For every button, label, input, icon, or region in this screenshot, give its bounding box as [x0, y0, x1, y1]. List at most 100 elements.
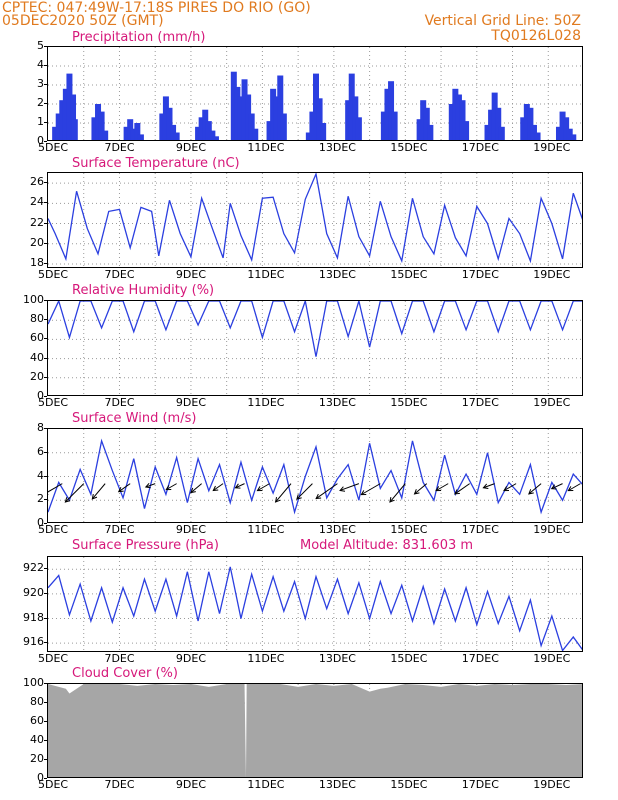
precip-bar — [448, 104, 455, 140]
y-tick-label: 100 — [23, 293, 44, 306]
wind-arrow — [117, 483, 131, 493]
wind-arrow — [435, 483, 449, 492]
wind-arrow — [274, 483, 292, 503]
series-line — [48, 566, 582, 651]
y-tick-mark — [44, 122, 47, 123]
precip-bar — [62, 88, 69, 140]
y-tick-label: 2 — [37, 96, 44, 109]
precip-bar — [91, 117, 98, 140]
precip-bar — [520, 117, 527, 140]
y-tick-label: 60 — [30, 714, 44, 727]
cloud-cover-title: Cloud Cover (%) — [72, 666, 178, 681]
plot-area — [48, 429, 582, 522]
precip-bar — [527, 107, 534, 140]
vertical-grid-note: Vertical Grid Line: 50Z — [424, 13, 581, 29]
y-tick-mark — [44, 376, 47, 378]
precip-bar — [162, 96, 169, 140]
y-tick-mark — [44, 46, 47, 47]
y-tick-mark — [44, 617, 47, 619]
x-tick-label: 5DEC — [38, 141, 69, 154]
wind-arrow — [315, 483, 338, 500]
precip-bar — [495, 107, 502, 140]
wind-arrow — [190, 483, 202, 494]
precip-bar — [459, 100, 466, 140]
precip-bar — [234, 86, 241, 140]
wind-arrow — [550, 483, 563, 490]
y-tick-label: 922 — [23, 561, 44, 575]
precip-bar — [352, 96, 359, 140]
x-tick-label: 11DEC — [247, 268, 285, 281]
y-tick-mark — [44, 396, 47, 397]
x-tick-label: 13DEC — [318, 141, 356, 154]
precip-bar — [452, 88, 459, 140]
y-tick-mark — [44, 721, 47, 722]
precip-bar — [555, 126, 562, 140]
wind-arrow — [339, 483, 360, 492]
precip-bar — [137, 134, 144, 140]
wind-title: Surface Wind (m/s) — [72, 411, 197, 426]
precip-bar — [134, 123, 141, 140]
precip-bar — [266, 121, 273, 140]
precip-bar — [245, 94, 252, 140]
wind-arrow — [528, 483, 542, 495]
x-tick-label: 17DEC — [461, 141, 499, 154]
plot-area — [48, 557, 582, 651]
wind-arrow — [454, 483, 470, 495]
y-tick-mark — [44, 84, 47, 85]
y-tick-label: 920 — [23, 585, 44, 599]
y-tick-mark — [44, 319, 47, 321]
precip-bar — [195, 126, 202, 140]
y-tick-label: 18 — [30, 255, 44, 269]
precip-bar — [202, 109, 209, 140]
x-tick-label: 11DEC — [247, 141, 285, 154]
wind-arrow — [567, 483, 581, 492]
x-tick-label: 9DEC — [175, 396, 207, 409]
y-tick-mark — [44, 338, 47, 340]
y-tick-mark — [44, 451, 47, 453]
precip-bar — [380, 111, 387, 140]
precip-bar — [313, 73, 319, 140]
x-tick-label: 15DEC — [390, 268, 428, 281]
x-tick-label: 9DEC — [175, 778, 207, 791]
precip-bar — [423, 107, 430, 140]
x-tick-label: 19DEC — [533, 396, 571, 409]
x-tick-label: 13DEC — [318, 652, 356, 665]
precip-bar — [280, 113, 287, 140]
y-tick-mark — [44, 242, 47, 244]
y-tick-mark — [44, 65, 47, 66]
y-tick-label: 40 — [30, 733, 44, 746]
wind-arrow — [413, 483, 428, 495]
x-tick-label: 19DEC — [533, 778, 571, 791]
precip-bar — [55, 113, 62, 140]
precip-bar — [198, 117, 205, 140]
x-tick-label: 7DEC — [104, 396, 135, 409]
precip-bar — [70, 94, 77, 140]
precip-bar — [66, 73, 73, 140]
precip-bar — [71, 119, 78, 140]
precip-bar — [59, 100, 66, 140]
y-tick-mark — [44, 592, 47, 594]
y-tick-label: 26 — [30, 175, 44, 189]
x-tick-label: 17DEC — [461, 396, 499, 409]
wind-arrow — [64, 483, 85, 503]
y-tick-label: 100 — [23, 676, 44, 689]
y-tick-label: 4 — [37, 58, 44, 71]
y-tick-label: 2 — [37, 492, 44, 506]
x-tick-label: 13DEC — [318, 778, 356, 791]
series-line — [48, 301, 582, 357]
series-line — [48, 438, 582, 515]
x-tick-label: 13DEC — [318, 268, 356, 281]
y-tick-mark — [44, 103, 47, 104]
x-tick-label: 13DEC — [318, 523, 356, 536]
precip-bar — [320, 123, 327, 140]
x-tick-label: 7DEC — [104, 141, 135, 154]
x-tick-label: 17DEC — [461, 778, 499, 791]
precip-bar — [563, 117, 570, 140]
y-tick-label: 916 — [23, 635, 44, 649]
precip-bar — [102, 130, 109, 140]
precip-bar — [484, 124, 491, 140]
pressure-panel — [47, 556, 583, 652]
y-tick-mark — [44, 523, 47, 524]
plot-area — [48, 684, 582, 777]
wind-arrow — [389, 483, 406, 503]
